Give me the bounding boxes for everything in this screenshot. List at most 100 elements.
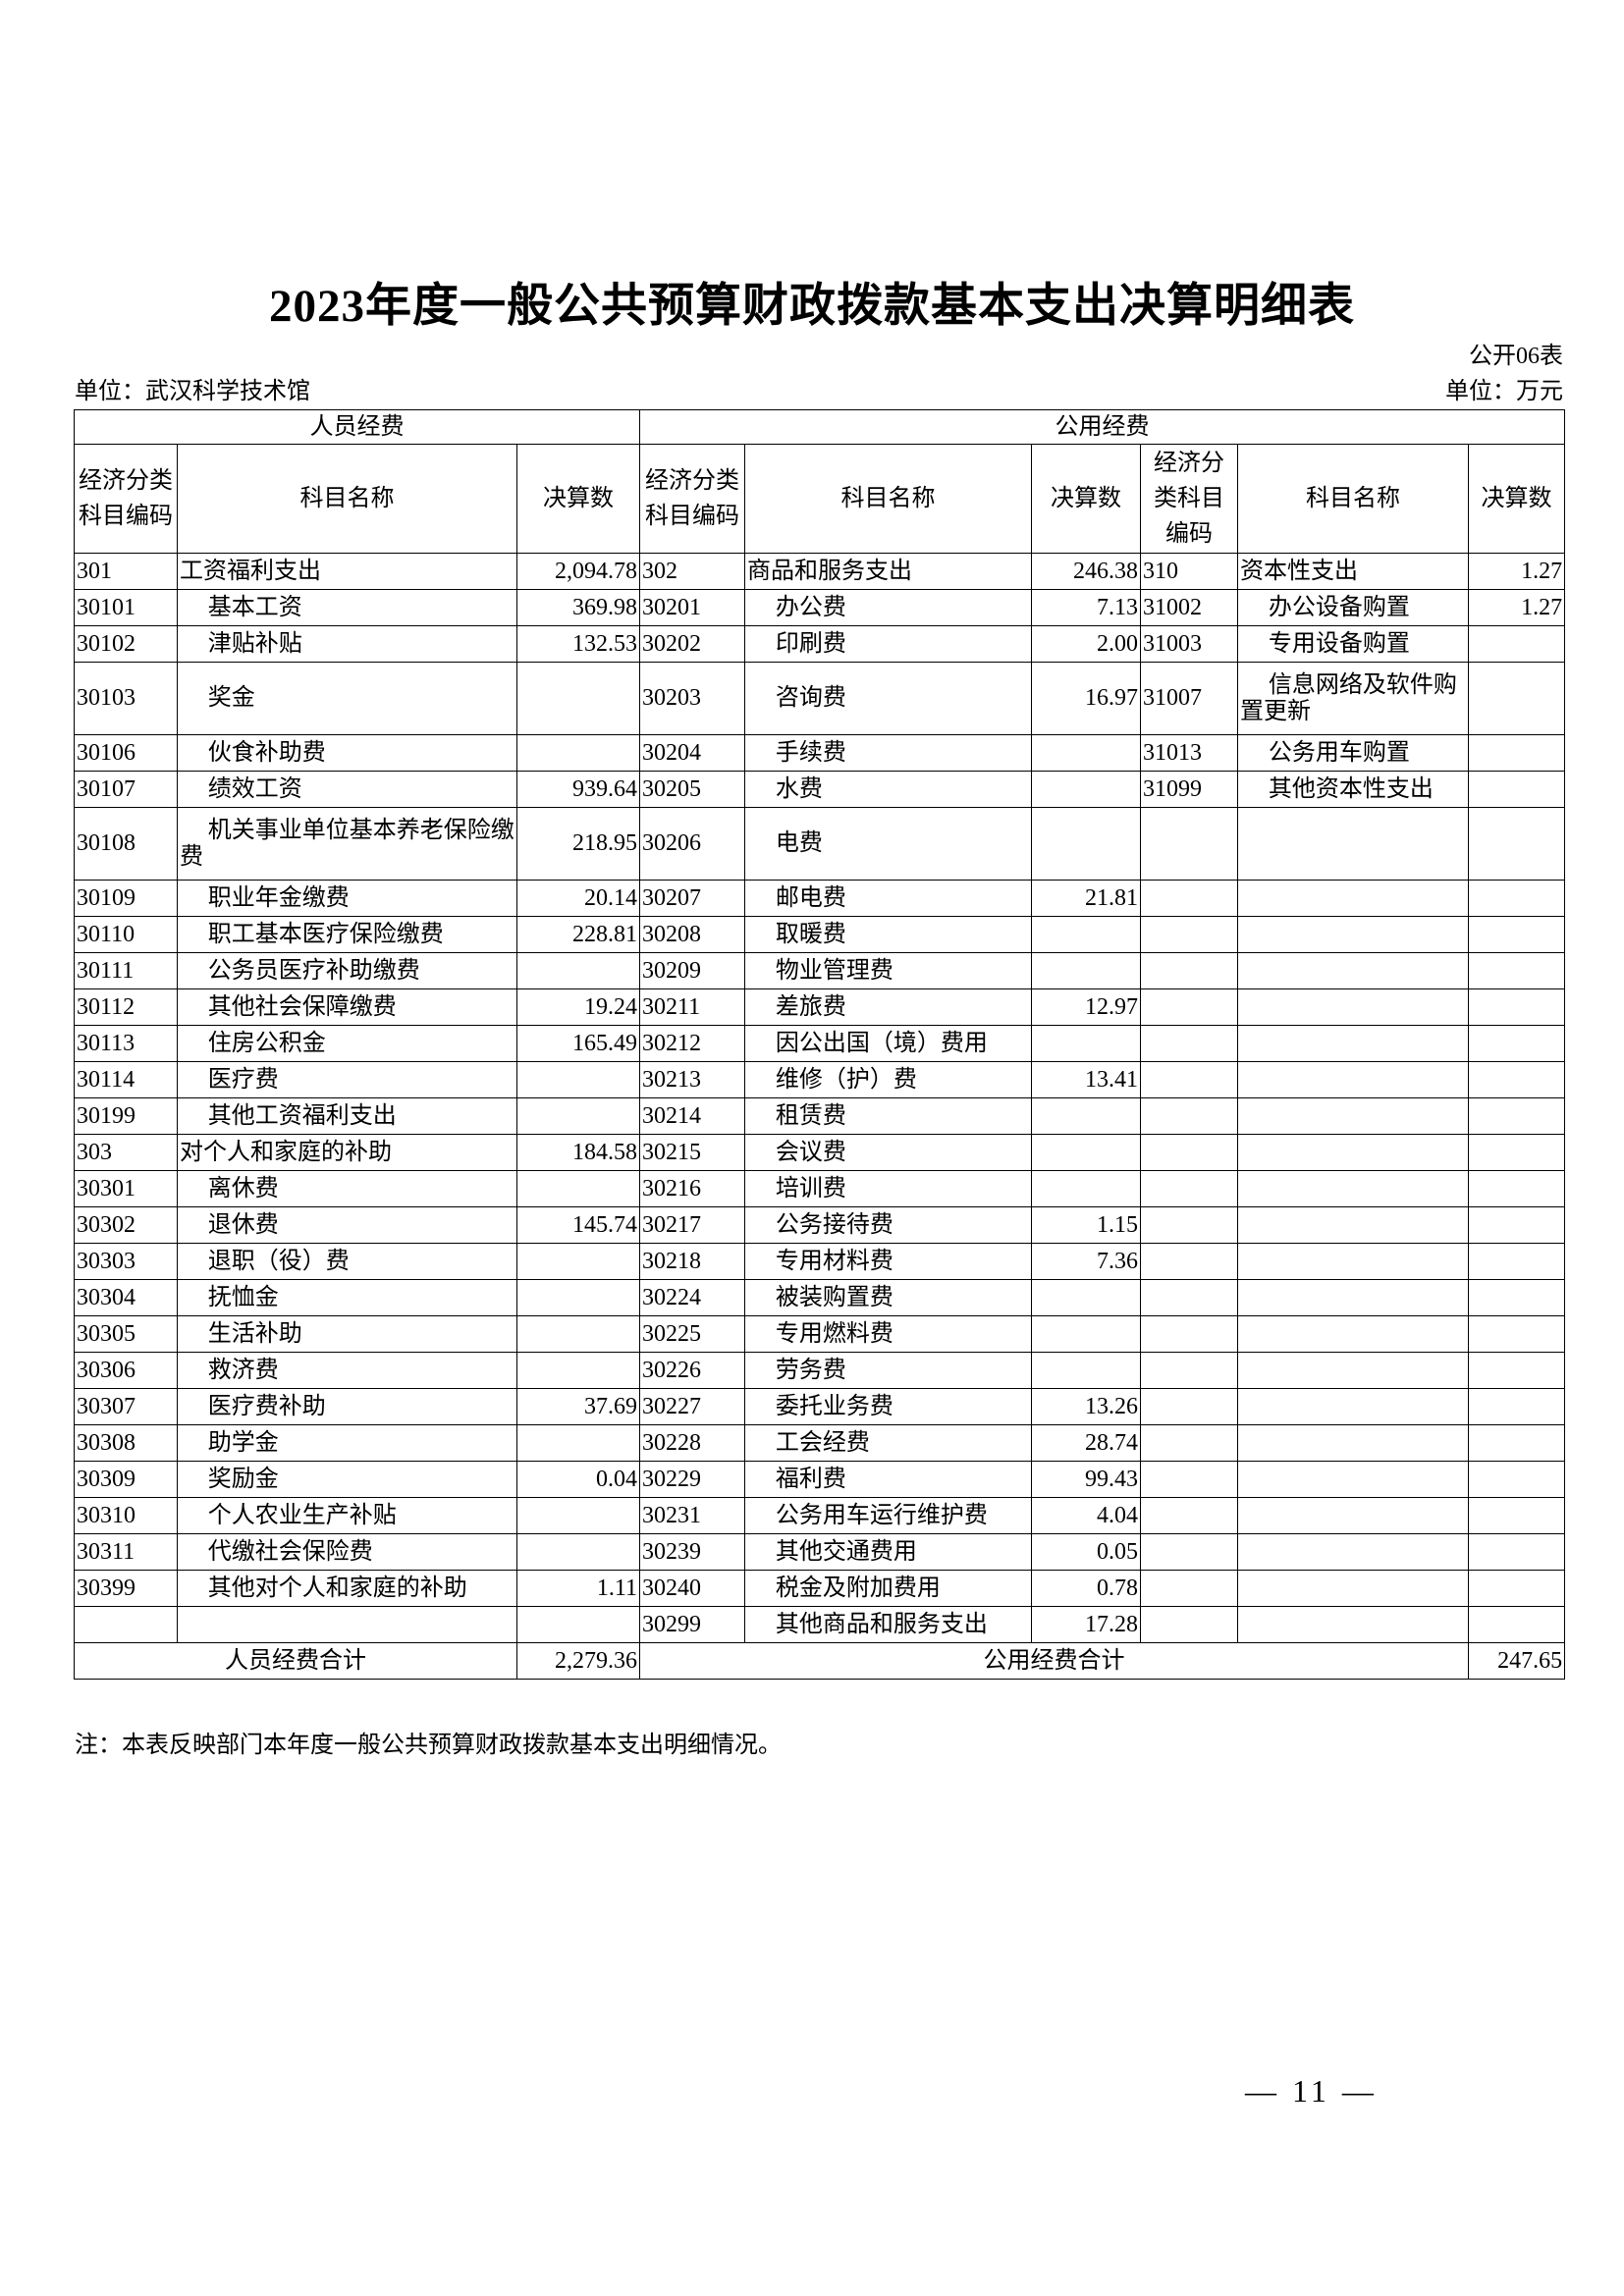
cell-code: 30203 [639, 662, 746, 735]
cell-name: 委托业务费 [744, 1388, 1033, 1425]
cell-name: 离休费 [177, 1170, 517, 1207]
group-header-row: 人员经费 公用经费 [73, 409, 1566, 445]
cell-amount: 369.98 [515, 589, 641, 626]
cell-name: 伙食补助费 [177, 734, 517, 772]
cell-amount [1468, 1206, 1566, 1244]
table-row: 301 工资福利支出 2,094.78 302 商品和服务支出 246.38 310 资本性支… [74, 553, 1566, 590]
cell-name [1237, 1533, 1470, 1571]
table-row: 30101 基本工资 369.98 30201 办公费 7.13 31002 办公设备购置 1.… [74, 589, 1566, 626]
cell-name [177, 1606, 517, 1643]
cell-name [1237, 1388, 1470, 1425]
cell-name [1237, 1279, 1470, 1316]
header-code: 经济分类科目编码 [74, 444, 178, 554]
cell-amount [1031, 1025, 1142, 1062]
cell-code: 30399 [74, 1570, 178, 1607]
cell-code: 30207 [639, 880, 746, 917]
cell-code: 30303 [74, 1243, 178, 1280]
cell-name: 培训费 [744, 1170, 1033, 1207]
cell-amount [1031, 1279, 1142, 1316]
cell-code: 30310 [74, 1497, 178, 1534]
table-row: 30114 医疗费 30213 维修（护）费 13.41 [74, 1061, 1566, 1098]
cell-amount [1468, 1606, 1566, 1643]
cell-name: 其他社会保障缴费 [177, 988, 517, 1026]
cell-code: 31003 [1140, 625, 1239, 663]
cell-name: 退休费 [177, 1206, 517, 1244]
cell-amount [1468, 1170, 1566, 1207]
cell-code: 30227 [639, 1388, 746, 1425]
cell-amount [515, 1606, 641, 1643]
cell-code: 30212 [639, 1025, 746, 1062]
cell-code: 30309 [74, 1461, 178, 1498]
cell-code [1140, 988, 1239, 1026]
cell-amount [515, 1097, 641, 1135]
cell-name: 生活补助 [177, 1315, 517, 1353]
unit-organization: 单位：武汉科学技术馆 [75, 379, 310, 404]
cell-amount [1031, 1315, 1142, 1353]
cell-amount: 4.04 [1031, 1497, 1142, 1534]
cell-code: 301 [74, 553, 178, 590]
cell-name: 租赁费 [744, 1097, 1033, 1135]
cell-amount [1468, 1243, 1566, 1280]
cell-code [1140, 807, 1239, 881]
cell-code [1140, 1206, 1239, 1244]
cell-amount: 1.27 [1468, 553, 1566, 590]
cell-name [1237, 1206, 1470, 1244]
cell-code: 30202 [639, 625, 746, 663]
cell-code [1140, 1097, 1239, 1135]
cell-name: 职业年金缴费 [177, 880, 517, 917]
cell-code: 30208 [639, 916, 746, 953]
cell-name: 咨询费 [744, 662, 1033, 735]
cell-amount [1468, 734, 1566, 772]
cell-name: 物业管理费 [744, 952, 1033, 989]
cell-code: 30206 [639, 807, 746, 881]
cell-name: 会议费 [744, 1134, 1033, 1171]
cell-amount: 21.81 [1031, 880, 1142, 917]
cell-name: 代缴社会保险费 [177, 1533, 517, 1571]
cell-code: 30214 [639, 1097, 746, 1135]
cell-amount [1468, 1097, 1566, 1135]
cell-name: 对个人和家庭的补助 [177, 1134, 517, 1171]
public-total-label: 公用经费合计 [639, 1642, 1470, 1680]
cell-amount [1468, 1497, 1566, 1534]
cell-name: 电费 [744, 807, 1033, 881]
cell-code: 30113 [74, 1025, 178, 1062]
cell-amount: 19.24 [515, 988, 641, 1026]
cell-code: 30218 [639, 1243, 746, 1280]
cell-code [1140, 1606, 1239, 1643]
cell-code [1140, 1461, 1239, 1498]
cell-amount [1031, 1134, 1142, 1171]
cell-name [1237, 988, 1470, 1026]
cell-name: 退职（役）费 [177, 1243, 517, 1280]
cell-amount [1468, 952, 1566, 989]
cell-amount: 228.81 [515, 916, 641, 953]
header-amount: 决算数 [515, 444, 641, 554]
cell-name: 救济费 [177, 1352, 517, 1389]
cell-amount: 7.36 [1031, 1243, 1142, 1280]
cell-name: 奖励金 [177, 1461, 517, 1498]
table-row: 30103 奖金 30203 咨询费 16.97 31007 信息网络及软件购置更新 [74, 662, 1566, 735]
cell-name [1237, 1097, 1470, 1135]
cell-name: 水费 [744, 771, 1033, 808]
cell-code: 30224 [639, 1279, 746, 1316]
cell-amount: 28.74 [1031, 1424, 1142, 1462]
cell-code [1140, 1134, 1239, 1171]
cell-code [1140, 1388, 1239, 1425]
cell-name [1237, 1424, 1470, 1462]
cell-code [1140, 1061, 1239, 1098]
cell-amount [515, 1497, 641, 1534]
cell-code: 31002 [1140, 589, 1239, 626]
cell-amount [1468, 1315, 1566, 1353]
cell-amount [1468, 1570, 1566, 1607]
cell-code: 30308 [74, 1424, 178, 1462]
cell-code: 30111 [74, 952, 178, 989]
cell-name: 其他工资福利支出 [177, 1097, 517, 1135]
cell-code: 30205 [639, 771, 746, 808]
cell-code: 302 [639, 553, 746, 590]
cell-code [1140, 1352, 1239, 1389]
cell-code: 30211 [639, 988, 746, 1026]
cell-code [1140, 916, 1239, 953]
cell-amount: 37.69 [515, 1388, 641, 1425]
header-amount: 决算数 [1468, 444, 1566, 554]
page-number: — 11 — [1245, 2073, 1378, 2109]
table-row: 30311 代缴社会保险费 30239 其他交通费用 0.05 [74, 1533, 1566, 1571]
